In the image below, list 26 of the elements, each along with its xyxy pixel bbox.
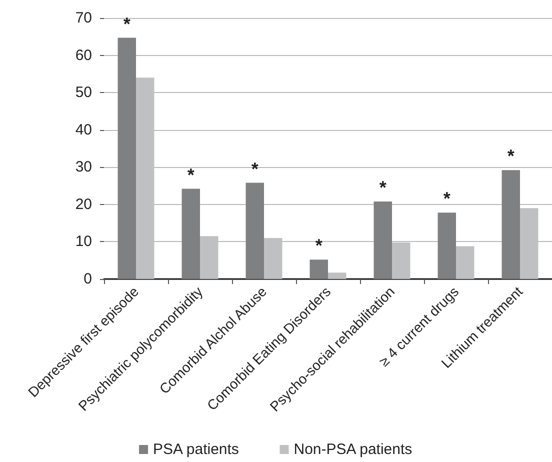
y-tick-label: 30 <box>75 158 92 176</box>
annotation: * <box>251 158 258 179</box>
annotation: * <box>507 146 514 166</box>
annotation: * <box>315 236 322 256</box>
bar <box>246 182 264 279</box>
bar <box>438 212 456 279</box>
bar <box>502 170 520 279</box>
bar <box>374 201 392 279</box>
y-tick-label: 20 <box>75 196 92 213</box>
annotation: * <box>379 177 386 198</box>
annotation: * <box>187 164 194 185</box>
annotation: * <box>123 14 130 34</box>
y-tick-label: 0 <box>84 270 92 288</box>
y-tick-label: 50 <box>75 84 92 102</box>
legend-label: Non-PSA patients <box>294 441 412 458</box>
bar <box>456 246 474 279</box>
bar <box>310 260 328 279</box>
annotation: * <box>443 188 450 209</box>
y-tick-label: 10 <box>75 233 92 250</box>
bar <box>118 38 136 279</box>
legend-label: PSA patients <box>153 441 239 458</box>
y-tick-label: 70 <box>75 10 92 26</box>
bar <box>328 272 346 279</box>
y-tick-label: 40 <box>75 121 92 138</box>
bar <box>182 188 200 279</box>
y-tick-label: 60 <box>75 46 92 64</box>
